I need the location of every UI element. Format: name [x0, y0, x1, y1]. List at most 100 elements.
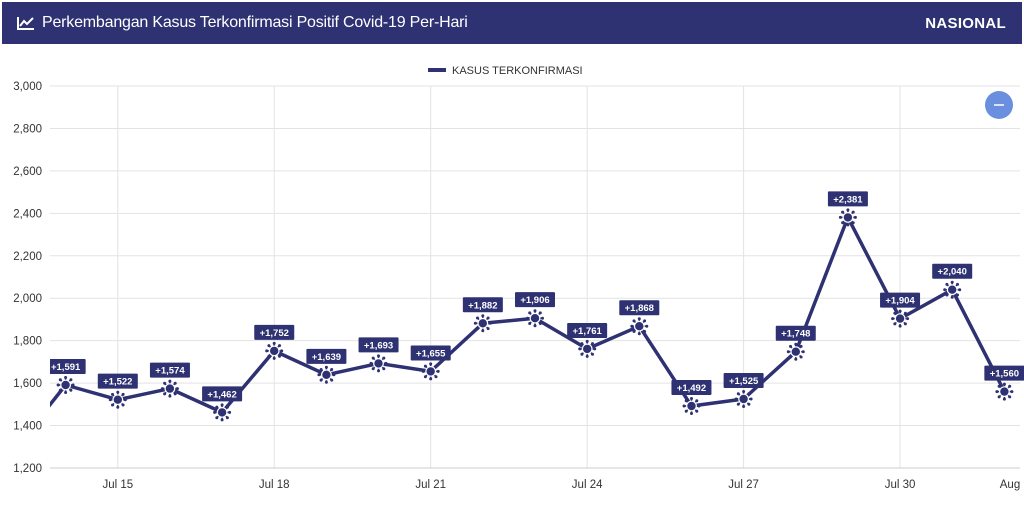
virus-spike-tip	[434, 375, 438, 379]
data-label: +1,574	[155, 366, 185, 377]
data-point-virus-icon[interactable]	[317, 365, 336, 384]
virus-spike-tip	[591, 342, 594, 346]
data-point-virus-icon[interactable]	[473, 314, 492, 333]
virus-spike-tip	[956, 282, 959, 286]
data-point-virus-icon[interactable]	[56, 376, 75, 394]
virus-spike-tip	[841, 210, 845, 214]
data-point-virus-icon[interactable]	[682, 397, 701, 415]
data-label-box	[254, 324, 295, 340]
data-point-virus-icon[interactable]	[213, 403, 232, 422]
virus-spike-tip	[851, 210, 855, 214]
data-label: +1,761	[572, 326, 602, 337]
y-tick-label: 1,400	[13, 421, 42, 433]
data-point-virus-icon[interactable]	[421, 362, 440, 381]
series-kasus-terkonfirmasi	[5, 208, 1014, 460]
virus-spike-tip	[267, 354, 271, 358]
data-point-virus-icon[interactable]	[786, 342, 805, 361]
virus-spike-tip	[384, 361, 388, 365]
virus-spike	[8, 445, 13, 450]
virus-spike-tip	[377, 369, 380, 373]
data-point-virus-icon[interactable]	[526, 309, 544, 328]
virus-spike-tip	[108, 398, 112, 402]
virus-spike-tip	[64, 391, 68, 394]
data-point-virus-icon[interactable]	[108, 390, 127, 409]
data-point-virus-icon[interactable]	[995, 382, 1014, 401]
virus-spike-tip	[695, 409, 699, 413]
virus-spike-tip	[533, 324, 537, 328]
virus-spike-tip	[1008, 395, 1012, 399]
virus-spike-tip	[690, 412, 693, 415]
virus-spike-tip	[697, 404, 701, 408]
y-tick-label: 1,200	[13, 463, 42, 475]
virus-spike-tip	[794, 342, 798, 346]
virus-spike-tip	[69, 388, 73, 392]
data-point-virus-icon[interactable]	[630, 317, 649, 336]
data-label-box	[671, 380, 712, 396]
virus-spike-tip	[801, 350, 805, 354]
y-tick-label: 2,000	[13, 293, 42, 305]
data-label: +1,904	[885, 296, 915, 307]
virus-spike-tip	[945, 282, 949, 286]
series-line	[50, 215, 1006, 415]
virus-spike-tip	[423, 375, 427, 379]
y-tick-label: 2,400	[13, 208, 42, 220]
virus-spike-tip	[997, 384, 1001, 388]
data-label-box	[984, 365, 1024, 381]
y-tick-label: 2,600	[13, 166, 42, 178]
virus-spike-tip	[853, 215, 857, 219]
data-point-virus-icon[interactable]	[734, 390, 753, 408]
data-label-box	[827, 191, 868, 207]
virus-spike-tip	[173, 381, 177, 385]
virus-spike-tip	[228, 410, 232, 414]
chart-title: Perkembangan Kasus Terkonfirmasi Positif…	[42, 14, 468, 31]
virus-spike-tip	[585, 354, 589, 358]
virus-spike-tip	[799, 344, 803, 348]
data-point-virus-icon[interactable]	[578, 339, 597, 358]
virus-spike-tip	[220, 418, 224, 422]
virus-spike-tip	[116, 390, 120, 394]
y-tick-label: 2,800	[13, 123, 42, 135]
virus-spike-tip	[591, 352, 594, 356]
virus-spike-tip	[578, 347, 582, 351]
virus-core	[216, 406, 228, 418]
grid-lines	[50, 85, 1020, 469]
virus-core	[164, 383, 176, 395]
x-tick-label: Aug	[1000, 479, 1020, 491]
data-point-virus-icon[interactable]	[160, 379, 179, 398]
virus-spike-tip	[215, 416, 219, 420]
virus-core	[999, 386, 1010, 398]
virus-core	[425, 365, 437, 377]
x-tick-label: Jul 24	[572, 479, 603, 491]
virus-spike-tip	[637, 332, 641, 336]
virus-spike-tip	[742, 390, 746, 393]
virus-spike-tip	[121, 403, 125, 407]
data-label: +1,868	[625, 303, 654, 314]
virus-spike-tip	[898, 309, 902, 313]
y-tick-label: 3,000	[13, 81, 42, 93]
virus-spike-tip	[280, 349, 284, 353]
line-chart-icon	[16, 15, 36, 31]
virus-spike-tip	[846, 223, 850, 227]
data-point-virus-icon[interactable]	[838, 208, 857, 227]
data-point-virus-icon[interactable]	[891, 309, 910, 328]
virus-spike-tip	[893, 311, 897, 315]
virus-spike-tip	[121, 392, 125, 396]
virus-spike-tip	[997, 395, 1001, 399]
virus-spike-tip	[630, 324, 634, 328]
data-point-virus-icon[interactable]	[265, 341, 284, 360]
zoom-reset-button[interactable]	[985, 91, 1013, 119]
data-point-virus-icon[interactable]	[943, 280, 962, 299]
x-tick-label: Jul 27	[728, 479, 759, 491]
data-label: +2,040	[938, 267, 967, 278]
virus-spike-tip	[58, 388, 62, 392]
data-label: +1,748	[781, 329, 810, 340]
data-point-virus-icon[interactable]	[369, 354, 388, 373]
chart-legend[interactable]: KASUS TERKONFIRMASI	[428, 65, 583, 77]
virus-spike-tip	[225, 416, 229, 420]
data-point-virus-icon[interactable]	[5, 442, 23, 460]
virus-spike-tip	[637, 317, 641, 321]
virus-spike-tip	[278, 354, 281, 358]
virus-spike-tip	[486, 316, 490, 320]
virus-spike-tip	[528, 311, 532, 315]
virus-spike-tip	[20, 449, 23, 452]
